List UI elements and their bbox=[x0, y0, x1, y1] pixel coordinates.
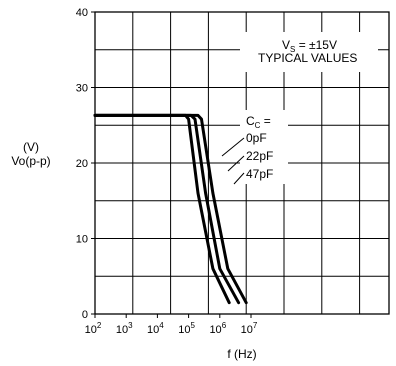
x-axis-label: f (Hz) bbox=[227, 347, 256, 361]
x-tick-label: 106 bbox=[209, 321, 226, 336]
annotation-mask bbox=[240, 32, 378, 72]
y-tick-label: 20 bbox=[76, 158, 88, 170]
legend-0pf: 0pF bbox=[246, 131, 267, 145]
legend-47pf: 47pF bbox=[246, 167, 273, 181]
typical-values-annotation: TYPICAL VALUES bbox=[258, 51, 357, 65]
y-tick-label: 0 bbox=[82, 309, 88, 321]
series-lines bbox=[93, 113, 248, 305]
pointer-47pf bbox=[233, 172, 245, 185]
y-axis-label: Vo(p-p) bbox=[11, 154, 50, 168]
x-tick-label: 103 bbox=[116, 321, 133, 336]
x-tick-label: 107 bbox=[241, 321, 258, 336]
pointer-0pf bbox=[221, 137, 245, 157]
axis-ticks: 0 10 20 30 40 102 103 104 105 106 107 bbox=[76, 7, 258, 336]
vs-annotation: VS = ±15V bbox=[282, 38, 337, 54]
y-tick-label: 30 bbox=[76, 83, 88, 95]
legend-22pf: 22pF bbox=[246, 149, 273, 163]
y-axis-unit: (V) bbox=[23, 140, 39, 154]
x-tick-label: 105 bbox=[178, 321, 195, 336]
y-tick-label: 10 bbox=[76, 234, 88, 246]
pointer-22pf bbox=[227, 155, 245, 172]
legend-mask bbox=[240, 110, 288, 184]
x-tick-label: 102 bbox=[85, 321, 102, 336]
x-tick-label: 104 bbox=[147, 321, 164, 336]
cc-label: CC = bbox=[246, 114, 271, 130]
y-tick-label: 40 bbox=[76, 7, 88, 19]
series-line-47pf bbox=[93, 113, 248, 305]
